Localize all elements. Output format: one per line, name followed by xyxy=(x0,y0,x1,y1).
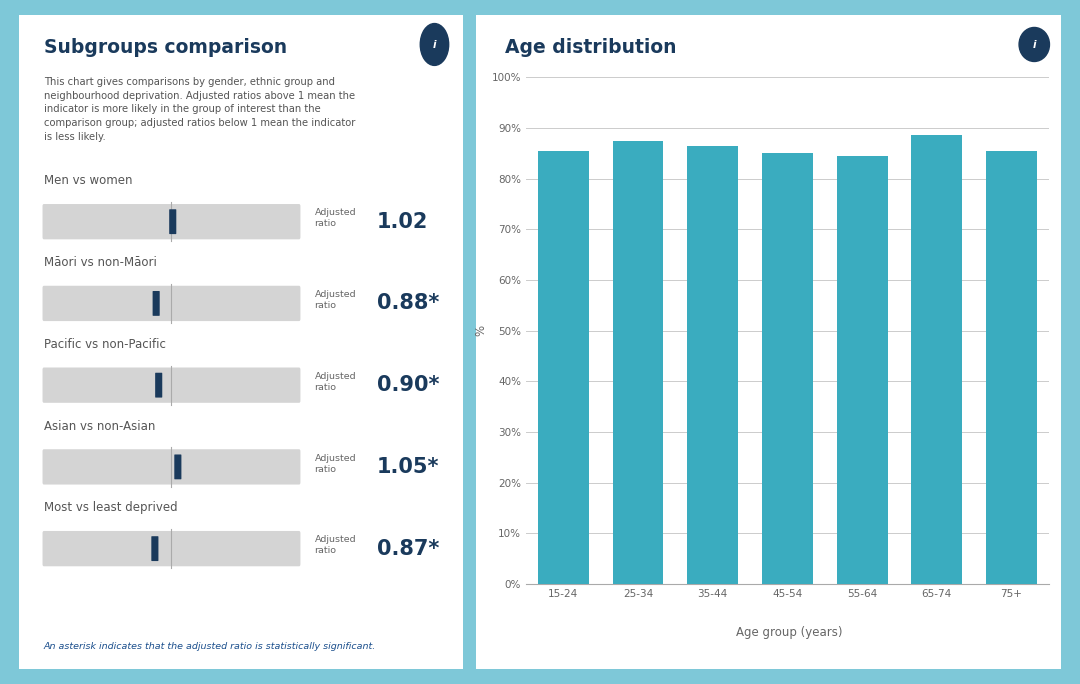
Circle shape xyxy=(420,23,448,66)
Text: 0.90*: 0.90* xyxy=(377,375,440,395)
Text: Adjusted
ratio: Adjusted ratio xyxy=(314,372,356,392)
FancyBboxPatch shape xyxy=(152,291,160,316)
FancyBboxPatch shape xyxy=(151,536,159,561)
Text: Adjusted
ratio: Adjusted ratio xyxy=(314,209,356,228)
Text: 1.05*: 1.05* xyxy=(377,457,440,477)
Text: Adjusted
ratio: Adjusted ratio xyxy=(314,536,356,555)
Text: Age group (years): Age group (years) xyxy=(735,627,842,640)
Text: Subgroups comparison: Subgroups comparison xyxy=(44,38,287,57)
Text: Age distribution: Age distribution xyxy=(505,38,677,57)
Text: Māori vs non-Māori: Māori vs non-Māori xyxy=(44,256,157,269)
FancyBboxPatch shape xyxy=(174,454,181,479)
FancyBboxPatch shape xyxy=(156,373,162,397)
Text: 1.02: 1.02 xyxy=(377,211,428,232)
FancyBboxPatch shape xyxy=(42,367,300,403)
Text: Asian vs non-Asian: Asian vs non-Asian xyxy=(44,419,156,432)
Text: i: i xyxy=(433,40,436,50)
Text: Men vs women: Men vs women xyxy=(44,174,133,187)
FancyBboxPatch shape xyxy=(42,449,300,484)
Text: i: i xyxy=(1032,40,1036,50)
FancyBboxPatch shape xyxy=(170,209,176,234)
Text: An asterisk indicates that the adjusted ratio is statistically significant.: An asterisk indicates that the adjusted … xyxy=(44,642,376,650)
FancyBboxPatch shape xyxy=(42,286,300,321)
Text: Adjusted
ratio: Adjusted ratio xyxy=(314,453,356,474)
Circle shape xyxy=(1020,27,1050,62)
Text: 0.88*: 0.88* xyxy=(377,293,440,313)
Text: Pacific vs non-Pacific: Pacific vs non-Pacific xyxy=(44,338,165,351)
Text: This chart gives comparisons by gender, ethnic group and
neighbourhood deprivati: This chart gives comparisons by gender, … xyxy=(44,77,355,142)
Text: Most vs least deprived: Most vs least deprived xyxy=(44,501,177,514)
Text: Adjusted
ratio: Adjusted ratio xyxy=(314,290,356,311)
FancyBboxPatch shape xyxy=(42,531,300,566)
Text: 0.87*: 0.87* xyxy=(377,538,440,559)
FancyBboxPatch shape xyxy=(42,204,300,239)
